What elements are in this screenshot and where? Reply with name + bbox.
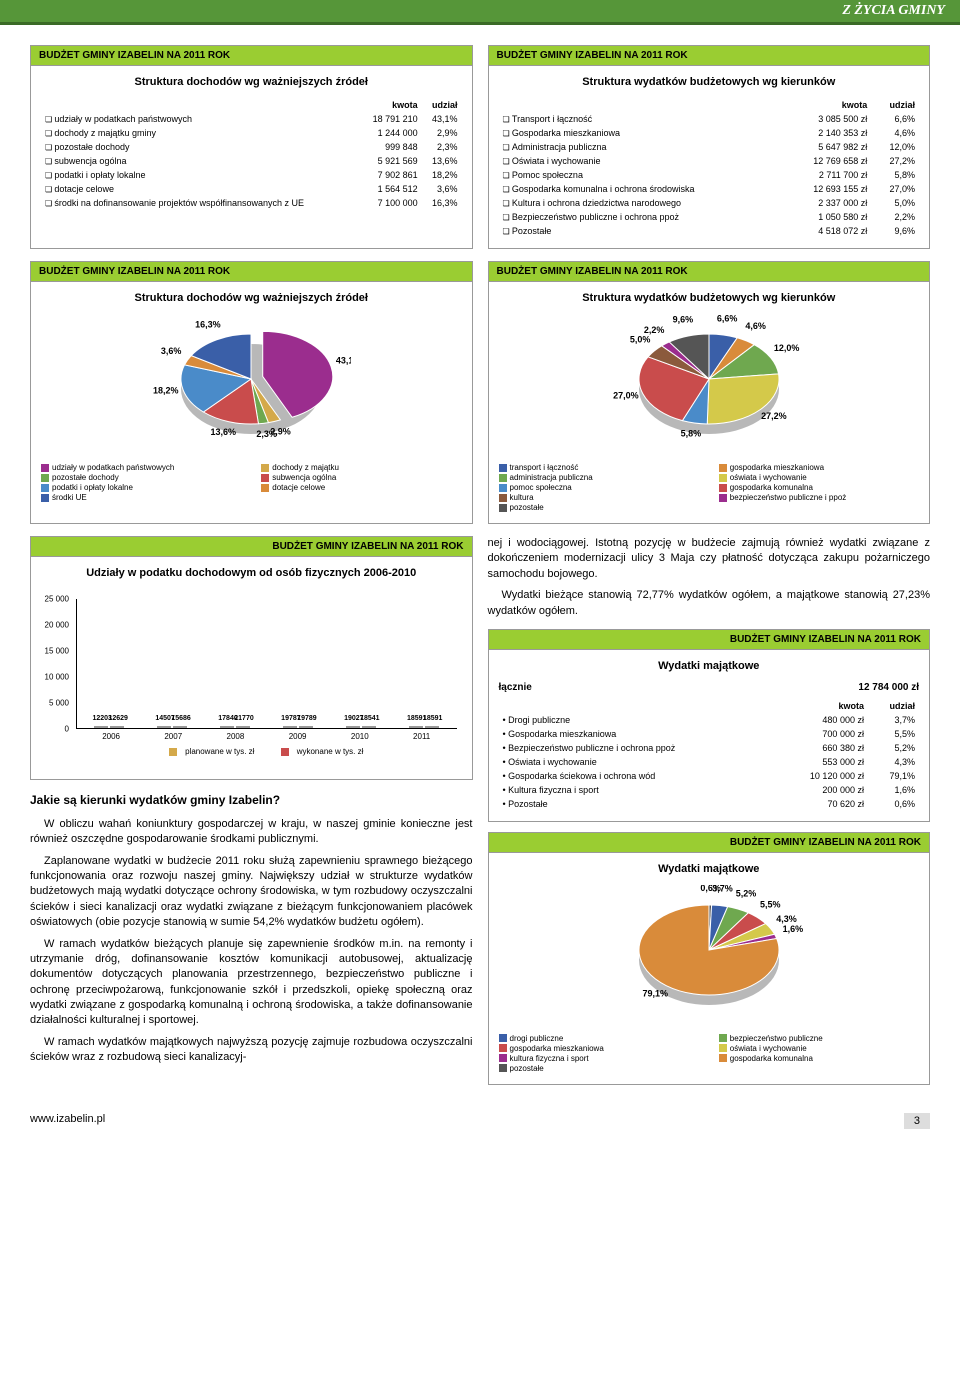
- svg-text:5,2%: 5,2%: [735, 888, 756, 898]
- svg-text:1,6%: 1,6%: [782, 924, 803, 934]
- svg-text:2,3%: 2,3%: [257, 429, 278, 439]
- svg-text:5,5%: 5,5%: [760, 900, 781, 910]
- svg-text:3,6%: 3,6%: [161, 346, 182, 356]
- svg-text:43,1%: 43,1%: [336, 356, 351, 366]
- svg-text:5,0%: 5,0%: [630, 334, 651, 344]
- svg-text:18,2%: 18,2%: [153, 386, 179, 396]
- expense-table-box: BUDŻET GMINY IZABELIN NA 2011 ROK Strukt…: [488, 45, 931, 249]
- expense-pie-box: BUDŻET GMINY IZABELIN NA 2011 ROK Strukt…: [488, 261, 931, 524]
- svg-text:27,0%: 27,0%: [613, 390, 639, 400]
- article-text: Jakie są kierunki wydatków gminy Izabeli…: [30, 792, 473, 1066]
- svg-text:2,2%: 2,2%: [644, 325, 665, 335]
- expense-pie-chart: 6,6% 4,6% 12,0% 27,2% 5,8% 27,0% 5,0%2,2% 9,6%: [609, 314, 809, 454]
- capital-pie-box: BUDŻET GMINY IZABELIN NA 2011 ROK Wydatk…: [488, 832, 931, 1085]
- svg-text:27,2%: 27,2%: [761, 411, 787, 421]
- capital-table-box: BUDŻET GMINY IZABELIN NA 2011 ROK Wydatk…: [488, 629, 931, 822]
- svg-text:4,6%: 4,6%: [745, 321, 766, 331]
- page-footer: www.izabelin.pl 3: [0, 1105, 960, 1137]
- svg-text:9,6%: 9,6%: [672, 315, 693, 325]
- income-table-box: BUDŻET GMINY IZABELIN NA 2011 ROK Strukt…: [30, 45, 473, 249]
- svg-text:79,1%: 79,1%: [642, 989, 668, 999]
- capital-table: kwotaudział Drogi publiczne480 000 zł3,7…: [499, 699, 920, 811]
- bar-chart: 05 00010 00015 00020 00025 000 122031262…: [41, 589, 462, 769]
- income-pie-box: BUDŻET GMINY IZABELIN NA 2011 ROK Strukt…: [30, 261, 473, 524]
- svg-text:6,6%: 6,6%: [717, 314, 738, 323]
- svg-text:5,8%: 5,8%: [680, 429, 701, 439]
- page-header: Z ŻYCIA GMINY: [0, 0, 960, 25]
- svg-text:4,3%: 4,3%: [776, 914, 797, 924]
- income-pie-chart: 43,1%2,9%2,3%13,6%18,2%3,6%16,3%: [151, 314, 351, 454]
- svg-text:13,6%: 13,6%: [211, 427, 237, 437]
- svg-text:16,3%: 16,3%: [195, 320, 221, 330]
- expense-table: kwotaudział Transport i łączność3 085 50…: [499, 98, 920, 238]
- capital-pie-chart: 0,6%3,7%5,2%5,5%4,3%1,6%79,1%: [609, 885, 809, 1025]
- bar-chart-box: BUDŻET GMINY IZABELIN NA 2011 ROK Udział…: [30, 536, 473, 780]
- svg-text:12,0%: 12,0%: [774, 343, 800, 353]
- income-table: kwotaudział udziały w podatkach państwow…: [41, 98, 462, 210]
- svg-text:3,7%: 3,7%: [712, 885, 733, 894]
- article-text-right: nej i wodociągowej. Istotną pozycję w bu…: [488, 536, 931, 619]
